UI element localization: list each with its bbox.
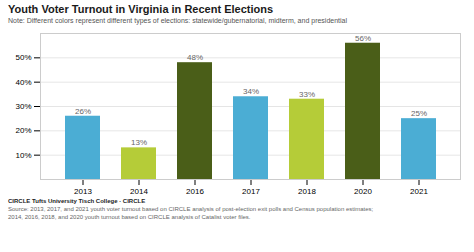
svg-text:2021: 2021	[410, 187, 428, 196]
svg-text:48%: 48%	[187, 53, 203, 62]
svg-text:50%: 50%	[15, 53, 31, 62]
svg-text:26%: 26%	[75, 107, 91, 116]
svg-text:2020: 2020	[354, 187, 372, 196]
html-text:2014, 2016, 2018, and 2020 you: 2014, 2016, 2018, and 2020 youth turnout…	[8, 213, 251, 220]
svg-text:10%: 10%	[15, 151, 31, 160]
svg-text:2016: 2016	[186, 187, 204, 196]
svg-text:2013: 2013	[74, 187, 92, 196]
svg-text:20%: 20%	[15, 126, 31, 135]
svg-text:34%: 34%	[243, 87, 259, 96]
html-text:Note: Different colors represe: Note: Different colors represent differe…	[8, 17, 347, 24]
svg-text:2018: 2018	[298, 187, 316, 196]
svg-text:2014: 2014	[130, 187, 148, 196]
svg-text:56%: 56%	[355, 34, 371, 43]
svg-text:2017: 2017	[242, 187, 260, 196]
svg-text:40%: 40%	[15, 78, 31, 87]
svg-text:30%: 30%	[15, 102, 31, 111]
svg-text:25%: 25%	[411, 109, 427, 118]
html-text:Source: 2013, 2017, and 2021 y: Source: 2013, 2017, and 2021 youth voter…	[8, 205, 374, 212]
html-text:Youth Voter Turnout in Virgini: Youth Voter Turnout in Virginia in Recen…	[8, 3, 273, 15]
svg-text:33%: 33%	[299, 90, 315, 99]
svg-text:13%: 13%	[131, 138, 147, 147]
html-text:CIRCLE Tufts University Tisch: CIRCLE Tufts University Tisch College · …	[8, 198, 146, 204]
